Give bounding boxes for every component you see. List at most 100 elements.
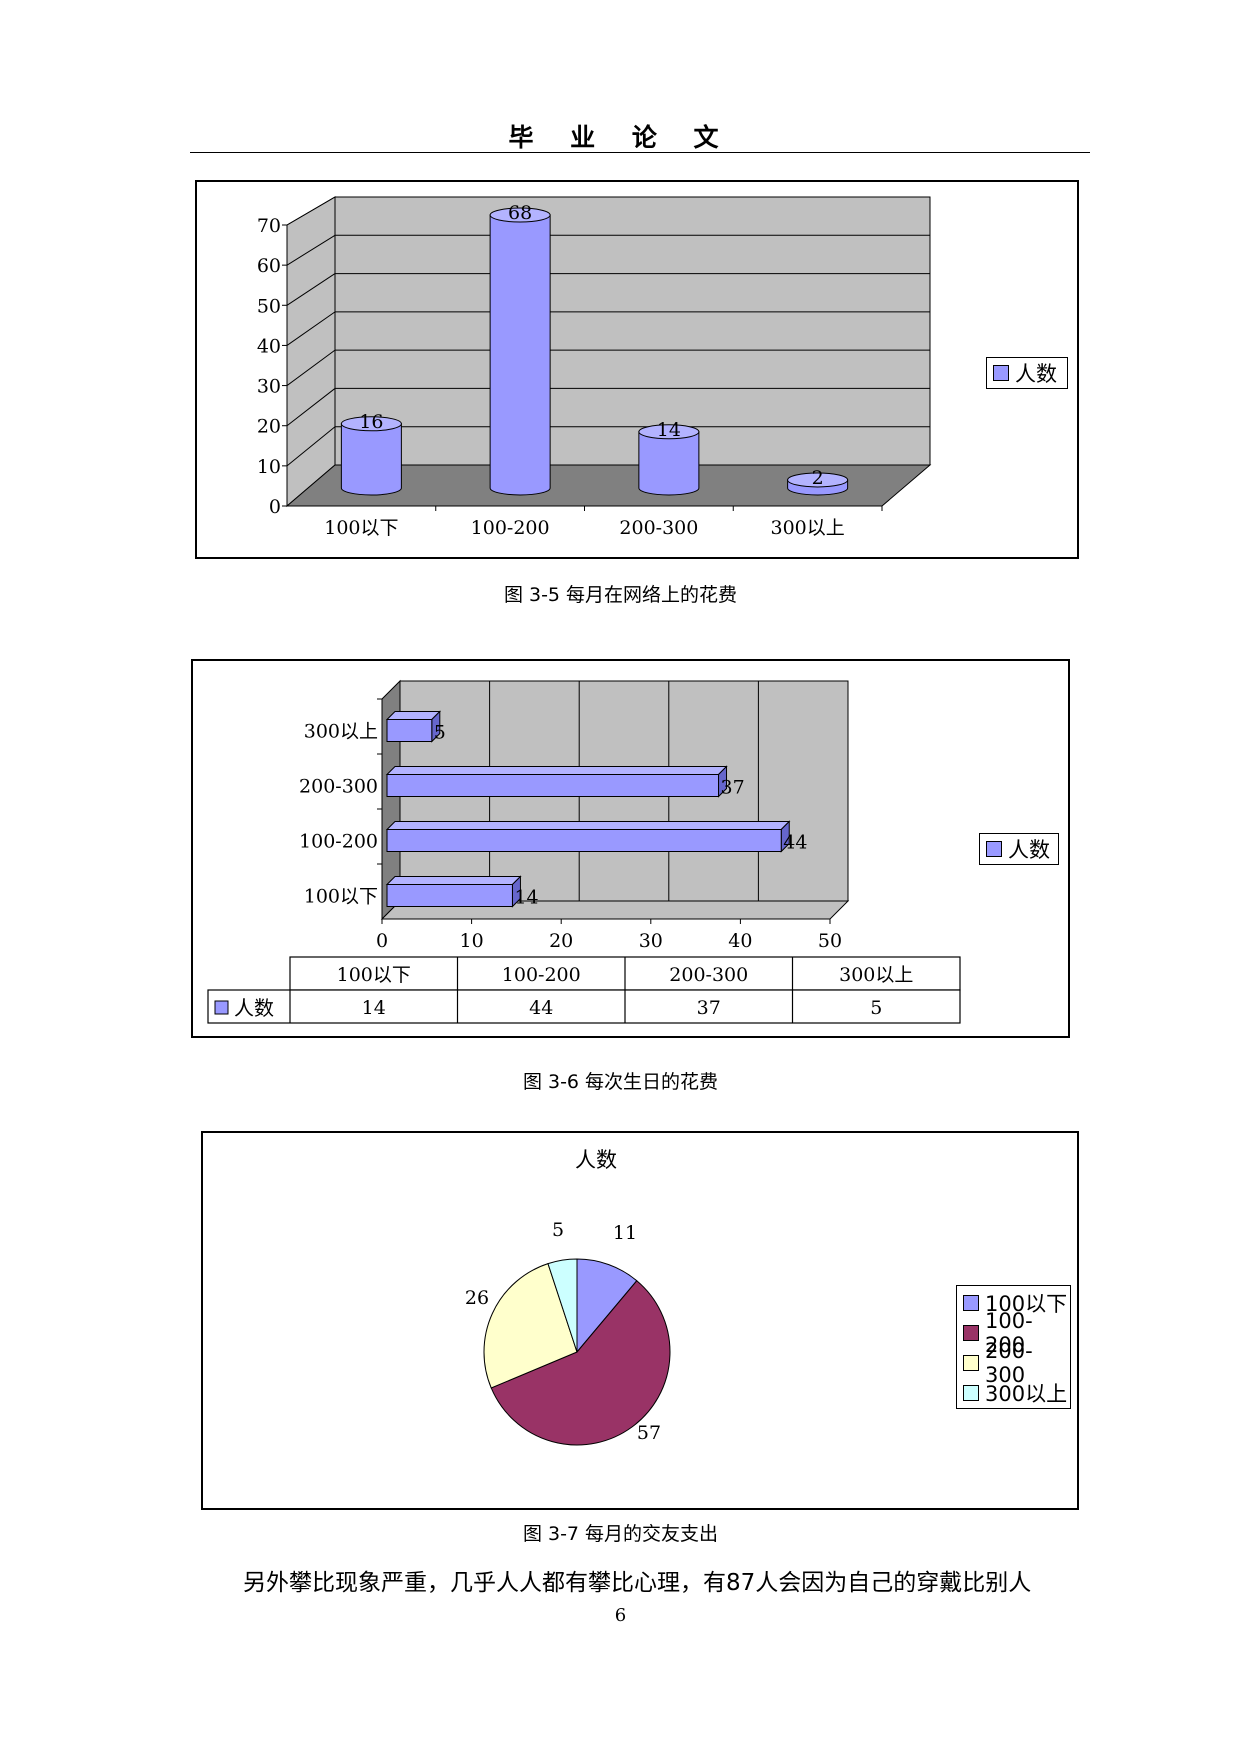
chart2-category-label: 300以上 [304, 721, 378, 743]
chart1-category-label: 200-300 [619, 517, 698, 539]
chart2-table-value-cell: 37 [697, 997, 721, 1019]
chart2-xtick-label: 40 [728, 930, 752, 952]
chart2-bar [386, 774, 720, 797]
chart3-data-label: 26 [465, 1287, 489, 1309]
body-paragraph: 另外攀比现象严重，几乎人人都有攀比心理，有87人会因为自己的穿戴比别人 [243, 1570, 1032, 1596]
chart1-back-wall [334, 196, 931, 466]
chart1-data-label: 2 [812, 467, 824, 489]
chart1-category-label: 100-200 [471, 517, 550, 539]
chart2-category-label: 100-200 [299, 831, 378, 853]
bar-chart-3-6: 0 10 20 30 40 50 14 100以下 44 100-200 37 200-300 5 300… [207, 679, 961, 1024]
chart3-slice [547, 1258, 578, 1353]
chart1-bar [638, 431, 700, 496]
chart1-bar [340, 423, 402, 496]
chart2-table-header-cell: 300以上 [839, 964, 913, 986]
chart2-xtick-label: 50 [818, 930, 842, 952]
legend-label: 人数 [1008, 837, 1050, 862]
chart1-category-label: 100以下 [324, 517, 398, 539]
chart1-ytick-label: 0 [269, 496, 281, 518]
chart2-xtick-label: 30 [639, 930, 663, 952]
chart1-data-label: 14 [657, 419, 681, 441]
chart2-table-header-cell: 100以下 [337, 964, 411, 986]
chart1-gridline-side [286, 311, 336, 346]
chart2-xtick-label: 20 [549, 930, 573, 952]
figure-3-6-caption: 图 3-6 每次生日的花费 [522, 1071, 719, 1093]
chart2-data-label: 5 [434, 722, 446, 744]
chart2-table-swatch [214, 1000, 229, 1015]
legend-swatch [963, 1295, 979, 1311]
legend-swatch [963, 1385, 979, 1401]
chart1-gridline-side [286, 273, 336, 306]
chart2-data-label: 44 [783, 832, 807, 854]
legend-label: 200-300 [985, 1339, 1033, 1387]
chart2-data-label: 14 [514, 887, 538, 909]
chart1-data-label: 16 [359, 411, 383, 433]
chart2-bar [386, 884, 513, 907]
chart1-gridline-side [286, 388, 336, 427]
chart2-table-row-label: 人数 [234, 996, 274, 1020]
chart3-data-label: 57 [637, 1422, 661, 1444]
figure-3-7-frame: 人数 11 57 26 5 100以下 100-200 200-300 300以上 [201, 1131, 1079, 1510]
chart1-ytick-label: 50 [257, 295, 281, 317]
chart2-category-label: 100以下 [304, 886, 378, 908]
chart1-ytick-label: 60 [257, 255, 281, 277]
chart1-category-label: 300以上 [770, 517, 844, 539]
chart2-table-value-cell: 44 [529, 997, 553, 1019]
chart3-data-label: 5 [552, 1219, 564, 1241]
chart1-bar-top [787, 472, 849, 488]
page-header-title: 毕 业 论 文 [508, 123, 733, 152]
chart2-table-data-row [207, 989, 961, 1024]
legend-swatch [986, 840, 1002, 857]
legend-swatch [963, 1355, 979, 1371]
chart3-slice [490, 1280, 671, 1446]
chart2-category-label: 200-300 [299, 776, 378, 798]
chart3-legend: 100以下 100-200 200-300 300以上 [956, 1285, 1071, 1409]
chart1-ytick-label: 40 [257, 335, 281, 357]
legend-label: 100-200 [985, 1309, 1033, 1357]
chart1-bar-top [340, 416, 402, 432]
chart1-gridline-side [286, 349, 336, 386]
column-chart-3-5: 0 10 20 30 40 50 60 70 16 100以下 68 100-200 14 200-300… [257, 196, 932, 539]
chart2-xtick-label: 0 [376, 930, 388, 952]
chart1-data-label: 68 [508, 202, 532, 224]
header-rule [190, 152, 1090, 153]
chart3-title: 人数 [575, 1148, 617, 1172]
legend-label: 300以上 [985, 1382, 1068, 1406]
page-number: 6 [614, 1605, 627, 1626]
chart2-table-value-cell: 14 [362, 997, 386, 1019]
chart2-table-header-cell: 200-300 [669, 964, 748, 986]
chart1-legend: 人数 [986, 357, 1068, 389]
chart2-bar-top [385, 876, 522, 885]
legend-label: 100以下 [985, 1292, 1068, 1316]
chart1-bar-top [638, 424, 700, 440]
chart2-bar [386, 829, 782, 852]
chart1-gridline-side [286, 234, 336, 266]
chart1-ytick-label: 20 [257, 416, 281, 438]
chart2-bar-top [385, 766, 728, 775]
figure-3-5-caption: 图 3-5 每月在网络上的花费 [503, 584, 738, 606]
chart2-bar-top [385, 711, 442, 720]
figure-3-7-caption: 图 3-7 每月的交友支出 [522, 1523, 719, 1545]
legend-label: 人数 [1015, 361, 1057, 386]
chart1-ytick-label: 10 [257, 456, 281, 478]
chart2-table-value-cell: 5 [870, 997, 882, 1019]
chart1-bar [489, 214, 551, 496]
chart1-gridline-side [286, 426, 336, 467]
chart2-data-label: 37 [721, 777, 745, 799]
chart2-bar-top [385, 821, 791, 830]
chart1-bar-top [489, 207, 551, 223]
chart1-gridline-side [286, 196, 336, 226]
chart1-ytick-label: 30 [257, 376, 281, 398]
chart2-xtick-label: 10 [460, 930, 484, 952]
chart2-table-header-cell: 100-200 [502, 964, 581, 986]
chart2-bar [386, 719, 433, 742]
chart3-data-label: 11 [613, 1222, 637, 1244]
chart1-ytick-label: 70 [257, 215, 281, 237]
legend-swatch [963, 1325, 979, 1341]
legend-swatch [993, 364, 1009, 381]
chart3-slice [576, 1258, 638, 1354]
figure-3-5-frame: 0 10 20 30 40 50 60 70 16 100以下 68 100-200 14 200-300… [195, 180, 1079, 559]
chart2-legend: 人数 [979, 833, 1059, 865]
figure-3-6-frame: 0 10 20 30 40 50 14 100以下 44 100-200 37 200-300 5 300… [191, 659, 1070, 1038]
pie-chart-3-7: 人数 11 57 26 5 [465, 1148, 671, 1446]
